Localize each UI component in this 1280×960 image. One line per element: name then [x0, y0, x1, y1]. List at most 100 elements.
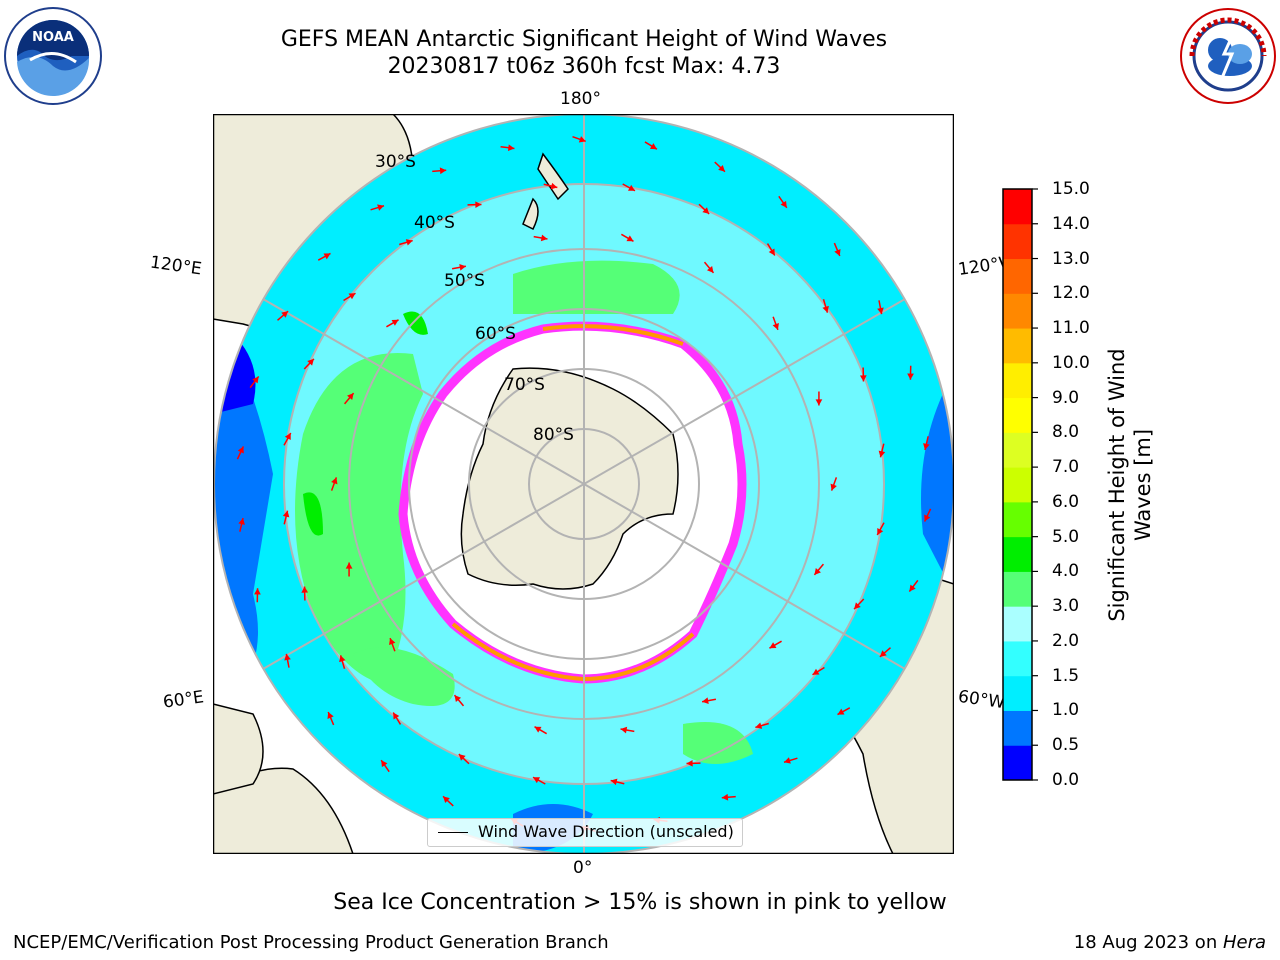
colorbar-bin [1003, 536, 1032, 572]
wave-direction-arrowhead [878, 450, 886, 458]
wave-direction-arrowhead [507, 144, 515, 152]
wave-direction-arrowhead [281, 311, 289, 318]
colorbar-bin [1003, 501, 1032, 538]
wave-direction-arrowhead [923, 443, 930, 450]
wave-direction-arrowhead [459, 264, 466, 271]
colorbar-tick-label: 8.0 [1052, 422, 1080, 443]
colorbar-bin [1003, 362, 1032, 399]
colorbar-tick-label: 3.0 [1052, 596, 1080, 617]
wave-direction-arrowhead [237, 446, 244, 454]
wave-direction-arrowhead [377, 204, 384, 211]
wave-direction-arrowhead [389, 638, 396, 646]
wave-direction-arrowhead [331, 477, 338, 485]
wave-direction-arrowhead [909, 584, 916, 592]
wave-direction-arrowhead [620, 726, 628, 734]
lon-label-60w: 60°W [956, 686, 1007, 714]
wave-direction-arrowhead [533, 777, 541, 784]
sea-ice-fringe [451, 622, 695, 682]
wave-direction-arrowhead [718, 165, 725, 172]
colorbar-bin [1003, 189, 1032, 225]
wind-wave-arrows [236, 136, 932, 832]
lon-label-0: 0° [573, 858, 593, 878]
wave-direction-arrowhead [550, 182, 558, 190]
wave-direction-arrowhead [391, 319, 399, 326]
wave-direction-arrowhead [686, 759, 693, 767]
wave-direction-arrowhead [784, 757, 791, 764]
lon-label-60e: 60°E [161, 687, 206, 713]
colorbar-label-line2: Waves [m] [1131, 428, 1155, 542]
footer-date-text: 18 Aug 2023 on [1073, 932, 1223, 953]
colorbar-bin [1003, 258, 1032, 294]
colorbar-tick-label: 1.5 [1052, 665, 1080, 686]
new-zealand-land [522, 197, 539, 231]
wave-direction-arrowhead [301, 586, 309, 593]
colorbar-tick-label: 11.0 [1052, 318, 1090, 339]
high-wave-zone [513, 260, 680, 314]
wave-direction-arrowhead [837, 708, 845, 715]
colorbar-tick-label: 14.0 [1052, 213, 1090, 234]
wave-direction-arrowhead [854, 602, 861, 610]
lon-label-180: 180° [560, 89, 601, 109]
colorbar [1002, 188, 1038, 781]
lat-label-30s: 30°S [375, 152, 416, 172]
wave-direction-arrowhead [812, 668, 820, 675]
wave-direction-arrowhead [907, 373, 914, 380]
wave-direction-arrowhead [238, 518, 245, 525]
colorbar-tick-label: 9.0 [1052, 387, 1080, 408]
wave-direction-arrowhead [345, 562, 353, 569]
wave-direction-arrowhead [702, 697, 709, 704]
wave-direction-arrowhead [458, 754, 466, 761]
wave-direction-arrowhead [627, 184, 635, 191]
wave-direction-arrowhead [323, 253, 331, 260]
high-wave-zone [295, 353, 423, 684]
footer-credit: NCEP/EMC/Verification Post Processing Pr… [13, 932, 609, 953]
map-legend: Wind Wave Direction (unscaled) [427, 818, 743, 847]
map-title: GEFS MEAN Antarctic Significant Height o… [280, 27, 888, 52]
colorbar-bin [1003, 675, 1032, 711]
wave-direction-arrowhead [706, 265, 714, 273]
wave-direction-arrowhead [475, 201, 482, 209]
lat-label-40s: 40°S [414, 213, 455, 233]
colorbar-bin [1003, 745, 1032, 781]
wave-direction-arrowhead [830, 483, 837, 491]
high-wave-zone [683, 722, 753, 764]
lon-label-120e: 120°E [148, 252, 203, 280]
wave-direction-arrowhead [282, 510, 290, 518]
colorbar-bin [1003, 432, 1032, 468]
wave-direction-arrowhead [610, 778, 618, 786]
colorbar-tick-label: 0.0 [1052, 770, 1080, 790]
footer-date: 18 Aug 2023 on Hera [1074, 932, 1266, 953]
colorbar-tick-label: 15.0 [1052, 179, 1090, 199]
wave-direction-arrowhead [772, 322, 779, 330]
colorbar-tick-label: 6.0 [1052, 491, 1080, 512]
colorbar-tick-label: 13.0 [1052, 248, 1090, 269]
colorbar-bin [1003, 293, 1032, 329]
footer-machine: Hera [1222, 932, 1266, 953]
lat-label-60s: 60°S [475, 324, 516, 344]
noaa-logo: NOAA [4, 7, 102, 105]
colorbar-tick-label: 12.0 [1052, 283, 1090, 304]
wave-direction-arrowhead [439, 167, 447, 175]
legend-line-sample [438, 832, 468, 833]
lat-label-80s: 80°S [533, 425, 574, 445]
wave-direction-arrowhead [879, 650, 887, 657]
new-zealand-land [537, 152, 569, 201]
legend-label: Wind Wave Direction (unscaled) [478, 822, 734, 841]
wave-direction-arrowhead [254, 588, 261, 595]
colorbar-tick-label: 7.0 [1052, 457, 1080, 478]
wave-direction-arrowhead [284, 653, 291, 661]
colorbar-tick-label: 1.0 [1052, 700, 1080, 721]
wave-direction-arrowhead [649, 143, 657, 150]
wave-direction-arrowhead [381, 760, 388, 768]
polar-map-svg [212, 113, 955, 855]
wave-direction-arrowhead [859, 375, 867, 382]
colorbar-bin [1003, 640, 1032, 677]
colorbar-bin [1003, 467, 1032, 503]
wave-direction-arrowhead [822, 305, 829, 313]
wave-direction-arrowhead [834, 249, 841, 256]
colorbar-tick-label: 10.0 [1052, 352, 1090, 373]
lat-label-70s: 70°S [504, 375, 545, 395]
madagascar-land [213, 703, 264, 795]
colorbar-label-line1: Significant Height of Wind [1105, 348, 1129, 622]
polar-map: Wind Wave Direction (unscaled) [212, 113, 955, 855]
